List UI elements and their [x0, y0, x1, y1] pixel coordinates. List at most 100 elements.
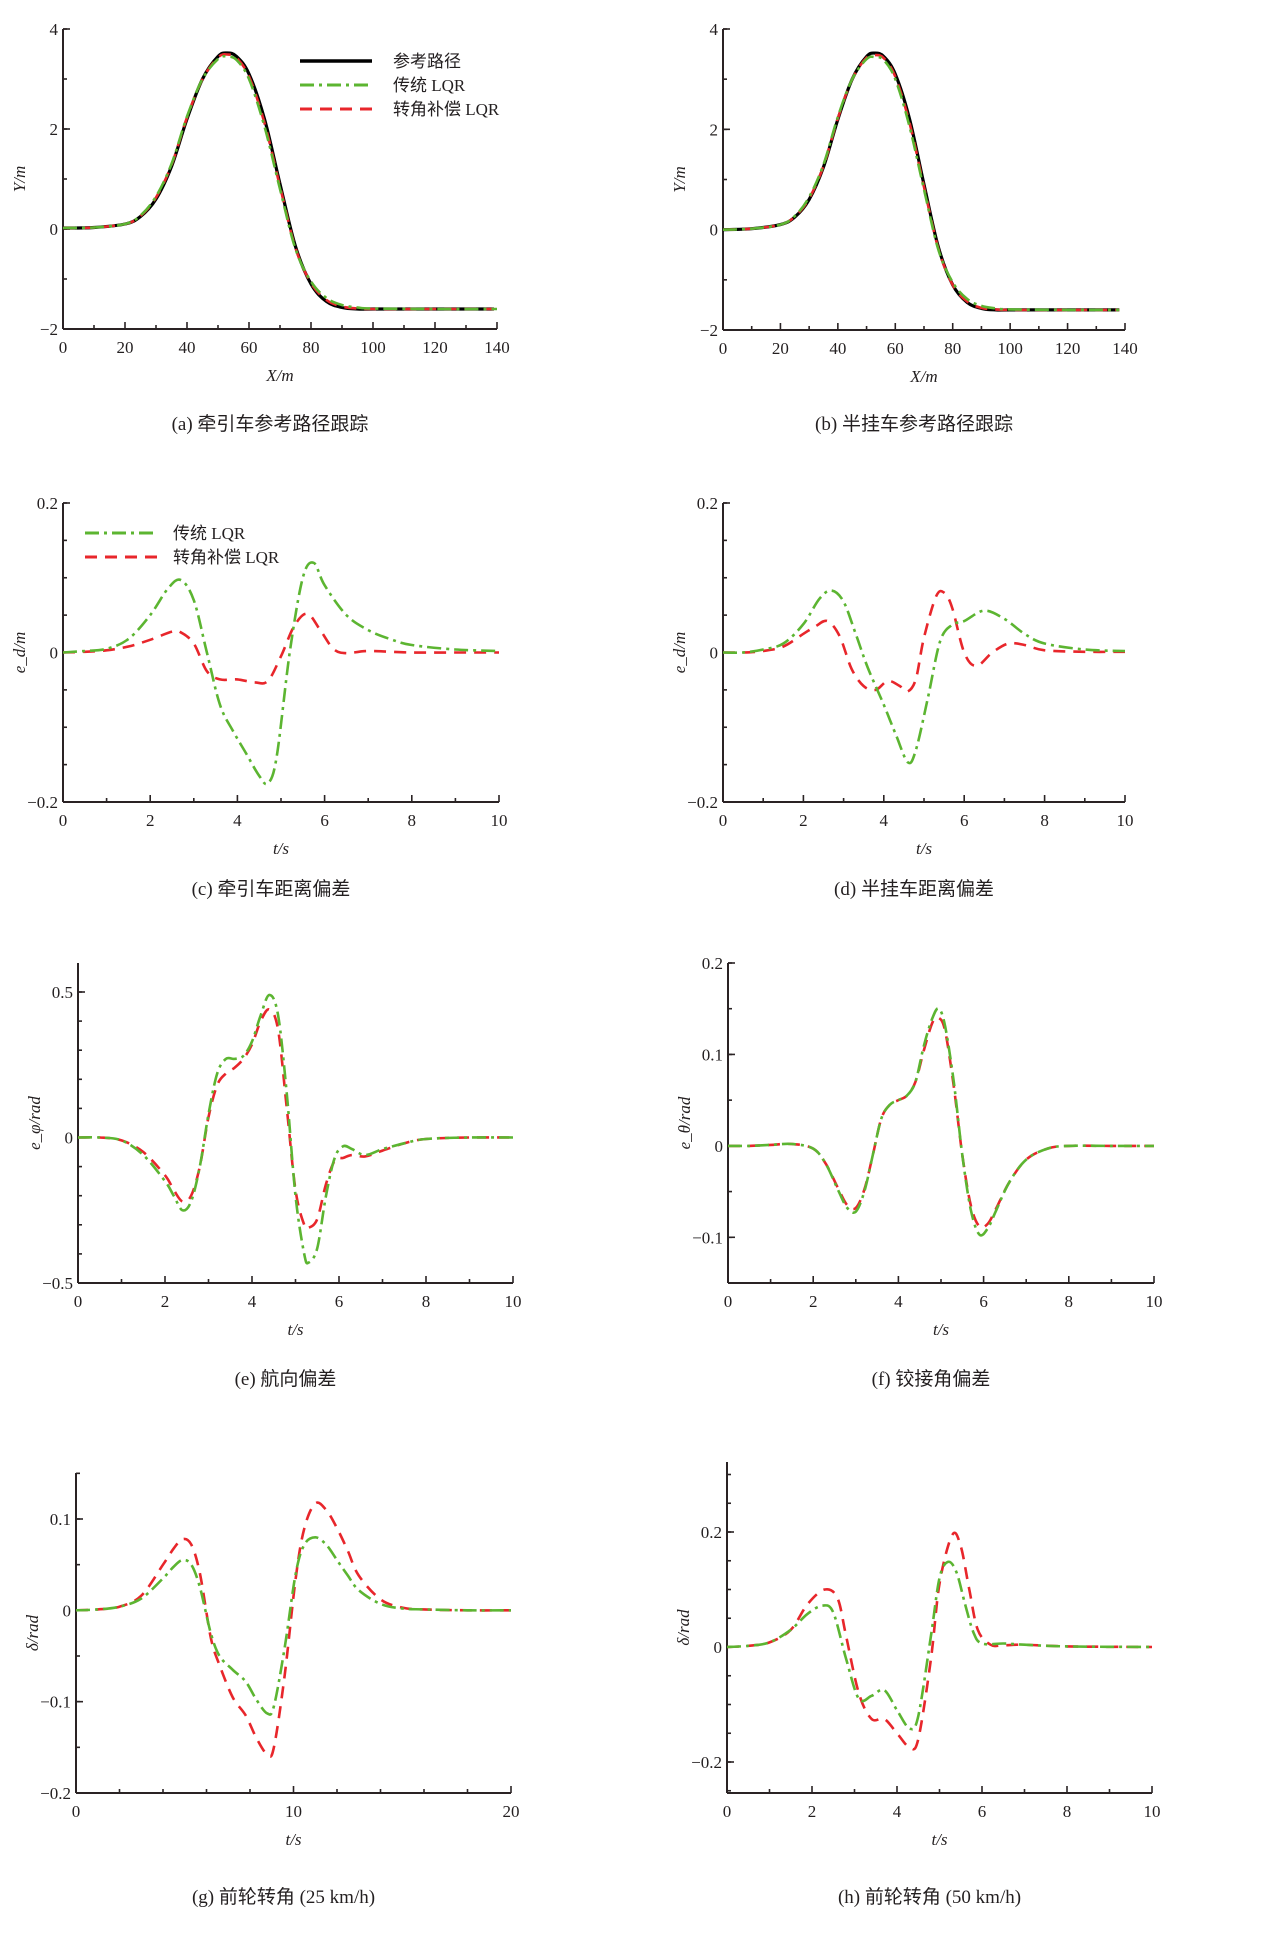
- y-tick-label: 0: [714, 1638, 723, 1657]
- y-tick-label: −0.2: [40, 1784, 71, 1803]
- series-line-traditional: [76, 1535, 512, 1716]
- x-tick-label: 4: [880, 811, 889, 830]
- x-tick-label: 6: [979, 1292, 988, 1311]
- series-line-traditional: [728, 1007, 1155, 1237]
- y-axis-label: δ/rad: [23, 1614, 42, 1651]
- series-line-compensated: [727, 1531, 1153, 1751]
- series-line-compensated: [63, 612, 499, 685]
- x-tick-label: 120: [1055, 339, 1081, 358]
- chart-panel-e: 0 2 4 6 8 10−0.500.5t/se_φ/rad(e) 航向偏差: [25, 963, 522, 1390]
- chart-panel-g: 0 10 20 −0.2 −0.1 0 0.1 t/s δ/rad (g) 前轮转角 (25 km…: [23, 1472, 520, 1908]
- x-tick-label: 4: [233, 811, 242, 830]
- x-tick-label: 4: [248, 1292, 257, 1311]
- y-tick-label: 4: [710, 20, 719, 39]
- legend-label-compensated: 转角补偿 LQR: [393, 100, 500, 119]
- y-axis-label: δ/rad: [674, 1609, 693, 1646]
- x-axis-label: X/m: [909, 367, 937, 386]
- y-axis-label: Y/m: [10, 166, 29, 192]
- legend-label-compensated: 转角补偿 LQR: [173, 548, 280, 567]
- x-tick-label: 20: [117, 338, 134, 357]
- x-tick-label: 0: [719, 811, 728, 830]
- panel-caption: (h) 前轮转角 (50 km/h): [838, 1886, 1021, 1908]
- panel-caption: (g) 前轮转角 (25 km/h): [192, 1886, 375, 1908]
- y-tick-label: 0.5: [52, 983, 73, 1002]
- x-tick-label: 0: [74, 1292, 83, 1311]
- x-tick-label: 6: [978, 1802, 987, 1821]
- x-tick-label: 0: [719, 339, 728, 358]
- series-line-compensated: [728, 1015, 1155, 1229]
- x-tick-label: 8: [1040, 811, 1049, 830]
- legend-label-traditional: 传统 LQR: [393, 76, 466, 95]
- x-axis-label: t/s: [287, 1320, 303, 1339]
- x-tick-label: 0: [724, 1292, 733, 1311]
- x-tick-label: 20: [772, 339, 789, 358]
- y-axis-label: e_θ/rad: [675, 1096, 694, 1149]
- y-tick-label: 0.1: [702, 1045, 723, 1064]
- y-tick-label: 0: [710, 221, 719, 240]
- x-tick-label: 8: [422, 1292, 431, 1311]
- y-tick-label: 0: [65, 1129, 74, 1148]
- x-tick-label: 6: [320, 811, 329, 830]
- y-axis-label: e_d/m: [670, 632, 689, 674]
- y-tick-label: 0: [715, 1137, 724, 1156]
- x-tick-label: 0: [72, 1802, 81, 1821]
- series-line-reference: [723, 51, 1120, 312]
- series-line-traditional: [727, 1560, 1153, 1731]
- y-tick-label: 0.2: [702, 954, 723, 973]
- x-tick-label: 80: [303, 338, 320, 357]
- y-tick-label: 2: [50, 120, 59, 139]
- chart-panel-d: 0 2 4 6 8 10−0.200.2t/se_d/m(d) 半挂车距离偏差: [670, 494, 1134, 900]
- panel-caption: (c) 牵引车距离偏差: [192, 878, 351, 900]
- x-tick-label: 10: [505, 1292, 522, 1311]
- y-tick-label: 0: [50, 644, 59, 663]
- y-tick-label: 0.2: [701, 1523, 722, 1542]
- y-tick-label: 2: [710, 120, 719, 139]
- x-tick-label: 40: [829, 339, 846, 358]
- x-tick-label: 100: [997, 339, 1023, 358]
- y-tick-label: −0.2: [27, 793, 58, 812]
- x-tick-label: 4: [893, 1802, 902, 1821]
- x-tick-label: 0: [723, 1802, 732, 1821]
- x-tick-label: 140: [484, 338, 510, 357]
- x-tick-label: 120: [422, 338, 448, 357]
- x-tick-label: 8: [408, 811, 417, 830]
- legend: 传统 LQR 转角补偿 LQR: [85, 524, 280, 567]
- series-line-compensated: [723, 53, 1120, 312]
- x-tick-label: 40: [179, 338, 196, 357]
- x-tick-label: 60: [241, 338, 258, 357]
- series-line-traditional: [63, 561, 500, 786]
- panel-caption: (b) 半挂车参考路径跟踪: [815, 413, 1013, 435]
- panel-caption: (d) 半挂车距离偏差: [834, 878, 994, 900]
- x-tick-label: 6: [960, 811, 969, 830]
- y-tick-label: 4: [50, 20, 59, 39]
- x-tick-label: 10: [491, 811, 508, 830]
- x-tick-label: 2: [809, 1292, 818, 1311]
- legend-label-reference: 参考路径: [393, 52, 461, 71]
- x-axis-label: t/s: [285, 1830, 301, 1849]
- series-line-compensated: [723, 589, 1126, 693]
- y-tick-label: 0.2: [697, 494, 718, 513]
- y-tick-label: −2: [700, 321, 718, 340]
- y-tick-label: 0.1: [50, 1510, 71, 1529]
- y-tick-label: −0.1: [692, 1228, 723, 1247]
- x-axis-label: t/s: [931, 1830, 947, 1849]
- x-tick-label: 140: [1112, 339, 1138, 358]
- x-axis-label: t/s: [916, 839, 932, 858]
- y-axis-label: e_φ/rad: [25, 1096, 44, 1150]
- x-tick-label: 80: [944, 339, 961, 358]
- x-tick-label: 6: [335, 1292, 344, 1311]
- y-tick-label: −0.1: [40, 1693, 71, 1712]
- panel-caption: (e) 航向偏差: [235, 1368, 337, 1390]
- y-tick-label: −0.2: [687, 793, 718, 812]
- x-axis-label: t/s: [273, 839, 289, 858]
- y-tick-label: 0.2: [37, 494, 58, 513]
- x-tick-label: 8: [1063, 1802, 1072, 1821]
- x-tick-label: 0: [59, 811, 68, 830]
- x-tick-label: 2: [808, 1802, 817, 1821]
- x-tick-label: 10: [1146, 1292, 1163, 1311]
- legend-label-traditional: 传统 LQR: [173, 524, 246, 543]
- y-tick-label: 0: [710, 644, 719, 663]
